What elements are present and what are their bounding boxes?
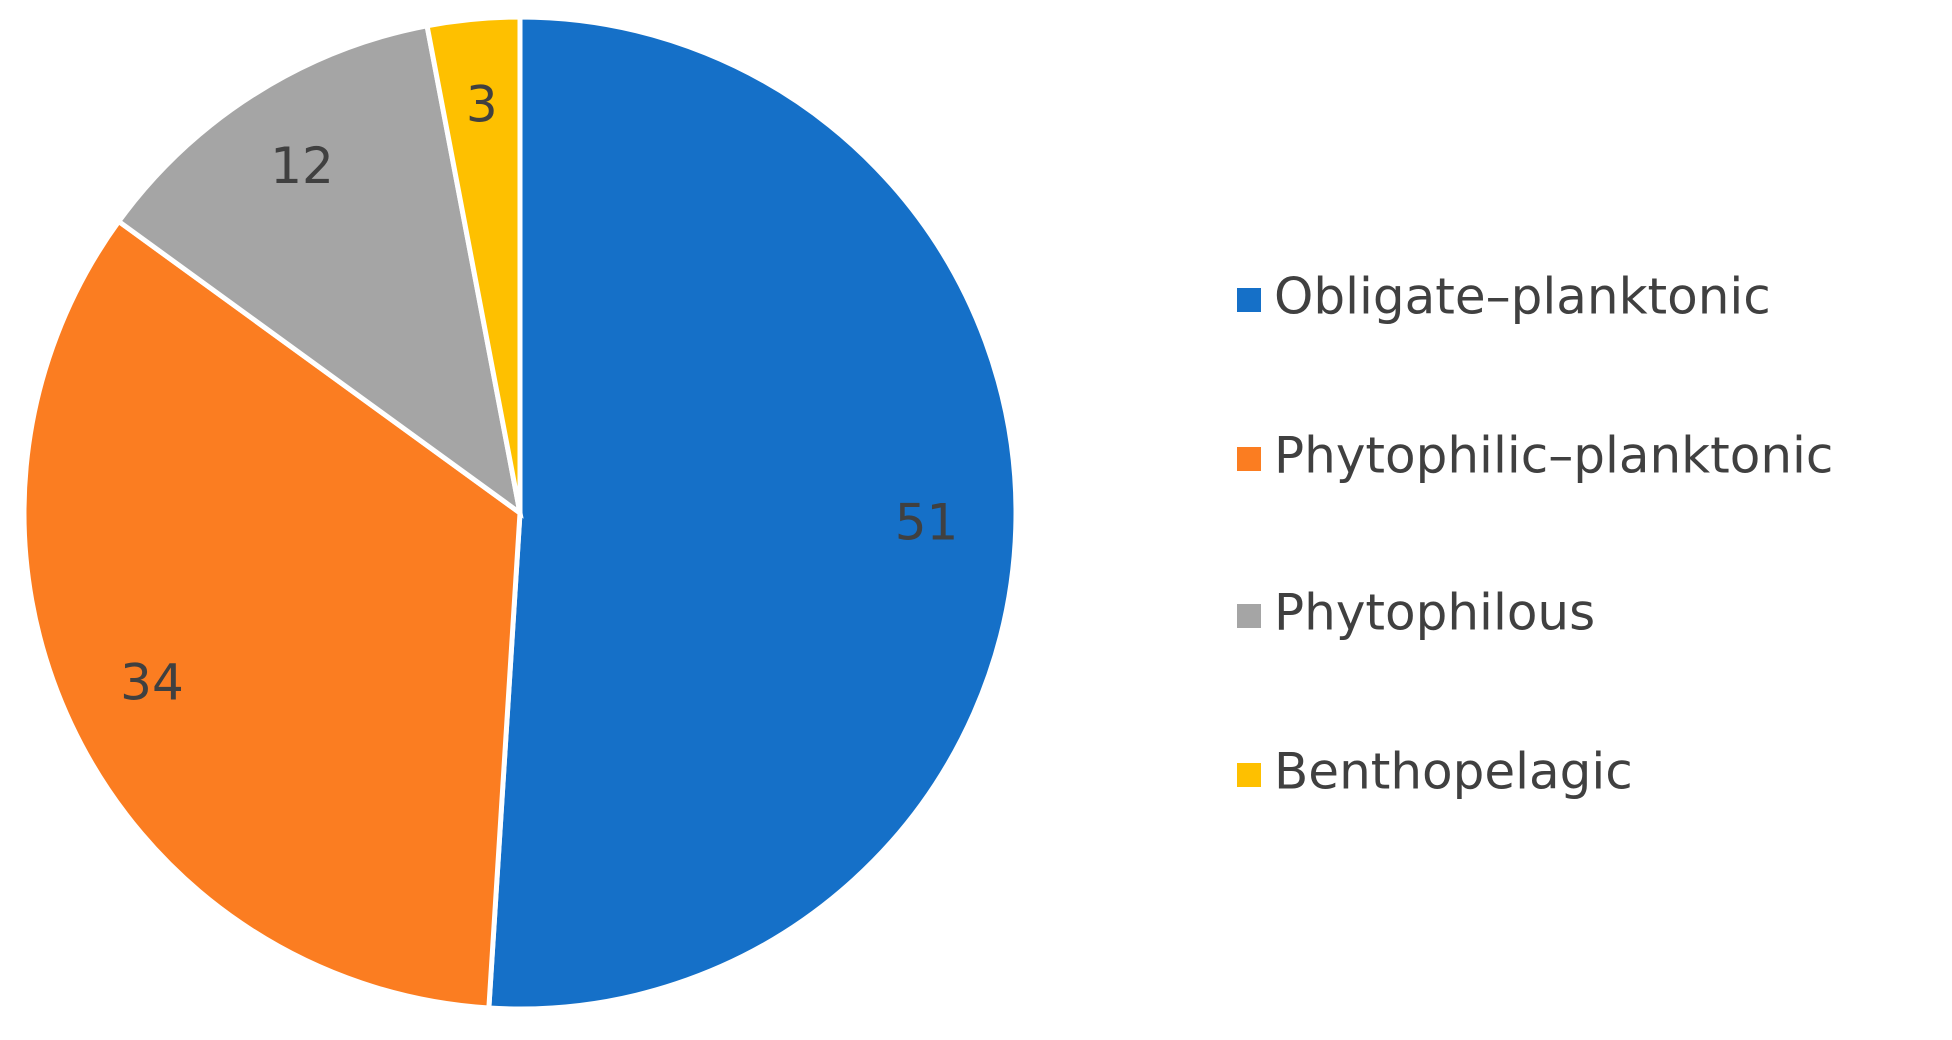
pie-slice	[21, 217, 523, 1011]
legend-label: Phytophilous	[1274, 584, 1595, 642]
data-label: 12	[270, 137, 334, 195]
pie-slice	[115, 22, 524, 519]
data-label: 51	[895, 493, 959, 551]
pie-slice	[424, 14, 523, 514]
legend-swatch	[1237, 604, 1261, 628]
legend-swatch	[1237, 763, 1261, 787]
legend-swatch	[1237, 447, 1261, 471]
legend-label: Benthopelagic	[1274, 743, 1633, 801]
data-label: 34	[120, 654, 184, 712]
pie-slice	[486, 14, 1019, 1012]
legend-label: Obligate–planktonic	[1274, 268, 1771, 326]
legend-swatch	[1237, 288, 1261, 312]
legend-label: Phytophilic–planktonic	[1274, 427, 1833, 485]
data-label: 3	[466, 76, 498, 134]
